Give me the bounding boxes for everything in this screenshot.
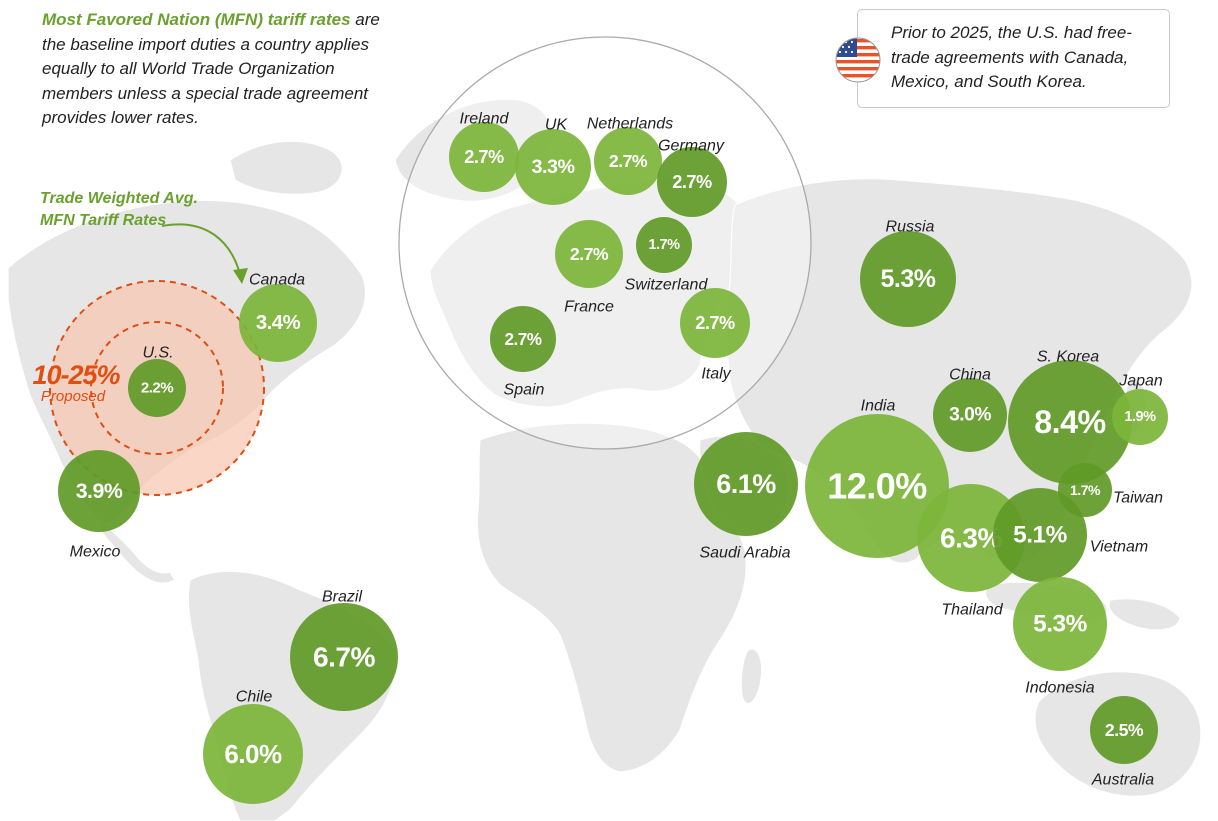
country-label-ireland: Ireland <box>460 111 510 128</box>
value-label-vietnam: 5.1% <box>1013 522 1067 549</box>
country-label-japan: Japan <box>1118 373 1163 390</box>
bubble-japan <box>1112 389 1168 445</box>
value-label-germany: 2.7% <box>672 172 712 192</box>
value-label-canada: 3.4% <box>256 312 301 334</box>
value-label-mexico: 3.9% <box>76 479 123 503</box>
country-label-chile: Chile <box>236 689 273 706</box>
value-label-russia: 5.3% <box>881 265 936 293</box>
madagascar <box>740 648 763 705</box>
legend-arrow <box>161 223 242 279</box>
bubble-chile <box>203 704 303 804</box>
bubble-germany <box>657 147 727 217</box>
bubble-india <box>805 414 949 558</box>
legend-title: Trade Weighted Avg. MFN Tariff Rates <box>40 188 240 232</box>
bubble-uk <box>515 129 591 205</box>
country-label-australia: Australia <box>1091 772 1154 789</box>
bubble-u-s <box>128 359 186 417</box>
value-label-indonesia: 5.3% <box>1033 611 1087 638</box>
country-label-indonesia: Indonesia <box>1025 680 1094 697</box>
country-label-mexico: Mexico <box>70 544 121 561</box>
value-label-ireland: 2.7% <box>464 147 504 167</box>
new-guinea <box>1108 598 1181 631</box>
legend-arrowhead <box>233 268 248 284</box>
country-label-france: France <box>564 299 614 316</box>
bubble-ireland <box>449 122 519 192</box>
proposed-rate-value: 10-25% <box>32 360 120 390</box>
country-label-germany: Germany <box>658 138 725 155</box>
value-label-saudi-arabia: 6.1% <box>716 469 776 499</box>
proposed-rate-label: Proposed <box>40 388 106 405</box>
country-label-thailand: Thailand <box>941 602 1003 619</box>
value-label-japan: 1.9% <box>1124 409 1156 425</box>
canada-islands <box>229 140 343 195</box>
bubble-spain <box>490 306 556 372</box>
proposed-inner-ring <box>90 321 224 455</box>
intro-rest: are the baseline import duties a country… <box>42 10 380 127</box>
value-label-spain: 2.7% <box>504 329 541 349</box>
value-label-chile: 6.0% <box>224 739 282 769</box>
value-label-uk: 3.3% <box>531 156 575 178</box>
bubble-switzerland <box>636 217 692 273</box>
value-label-u-s: 2.2% <box>141 380 174 397</box>
us-flag-icon <box>835 37 881 83</box>
fta-note-text: Prior to 2025, the U.S. had free-trade a… <box>891 23 1132 91</box>
intro-text: Most Favored Nation (MFN) tariff rates a… <box>42 8 402 131</box>
value-label-s-korea: 8.4% <box>1034 404 1105 440</box>
bubble-canada <box>239 284 317 362</box>
legend-title-line2: MFN Tariff Rates <box>40 212 167 229</box>
country-label-taiwan: Taiwan <box>1113 490 1163 507</box>
country-label-russia: Russia <box>886 219 935 236</box>
value-label-netherlands: 2.7% <box>609 151 648 171</box>
bubble-china <box>933 378 1007 452</box>
value-label-australia: 2.5% <box>1105 720 1144 740</box>
bubble-s-korea <box>1008 360 1132 484</box>
bubble-france <box>555 220 623 288</box>
central-america <box>99 524 176 584</box>
value-label-thailand: 6.3% <box>940 523 1003 554</box>
country-label-china: China <box>949 367 991 384</box>
country-label-u-s: U.S. <box>142 345 173 362</box>
value-label-taiwan: 1.7% <box>1070 482 1101 498</box>
value-label-italy: 2.7% <box>695 313 735 333</box>
country-label-saudi-arabia: Saudi Arabia <box>699 545 790 562</box>
country-label-canada: Canada <box>249 272 305 289</box>
fta-note-box: Prior to 2025, the U.S. had free-trade a… <box>857 9 1170 108</box>
bubble-indonesia <box>1013 577 1107 671</box>
africa-landmass <box>476 422 747 773</box>
country-label-uk: UK <box>545 117 569 134</box>
value-label-china: 3.0% <box>949 405 991 426</box>
country-label-vietnam: Vietnam <box>1090 539 1148 556</box>
bubble-thailand <box>917 484 1025 592</box>
bubble-saudi-arabia <box>694 432 798 536</box>
country-label-netherlands: Netherlands <box>587 116 673 133</box>
bubble-vietnam <box>993 488 1087 582</box>
country-bubbles: 2.2% U.S. 3.4% Canada 3.9% Mexico 6.7% Brazil 6.… <box>58 111 1168 804</box>
bubble-netherlands <box>594 127 662 195</box>
country-label-switzerland: Switzerland <box>625 277 709 294</box>
country-label-spain: Spain <box>504 382 545 399</box>
country-label-s-korea: S. Korea <box>1037 349 1099 366</box>
country-label-italy: Italy <box>701 366 731 383</box>
bubble-mexico <box>58 450 140 532</box>
value-label-brazil: 6.7% <box>313 642 376 673</box>
bubble-brazil <box>290 603 398 711</box>
value-label-switzerland: 1.7% <box>648 237 680 253</box>
legend-title-line1: Trade Weighted Avg. <box>40 190 198 207</box>
bubble-italy <box>680 288 750 358</box>
intro-highlight: Most Favored Nation (MFN) tariff rates <box>42 10 351 29</box>
country-label-brazil: Brazil <box>322 589 362 606</box>
value-label-india: 12.0% <box>827 466 927 507</box>
bubble-russia <box>860 231 956 327</box>
bubble-australia <box>1090 696 1158 764</box>
country-label-india: India <box>861 398 896 415</box>
value-label-france: 2.7% <box>570 244 609 264</box>
